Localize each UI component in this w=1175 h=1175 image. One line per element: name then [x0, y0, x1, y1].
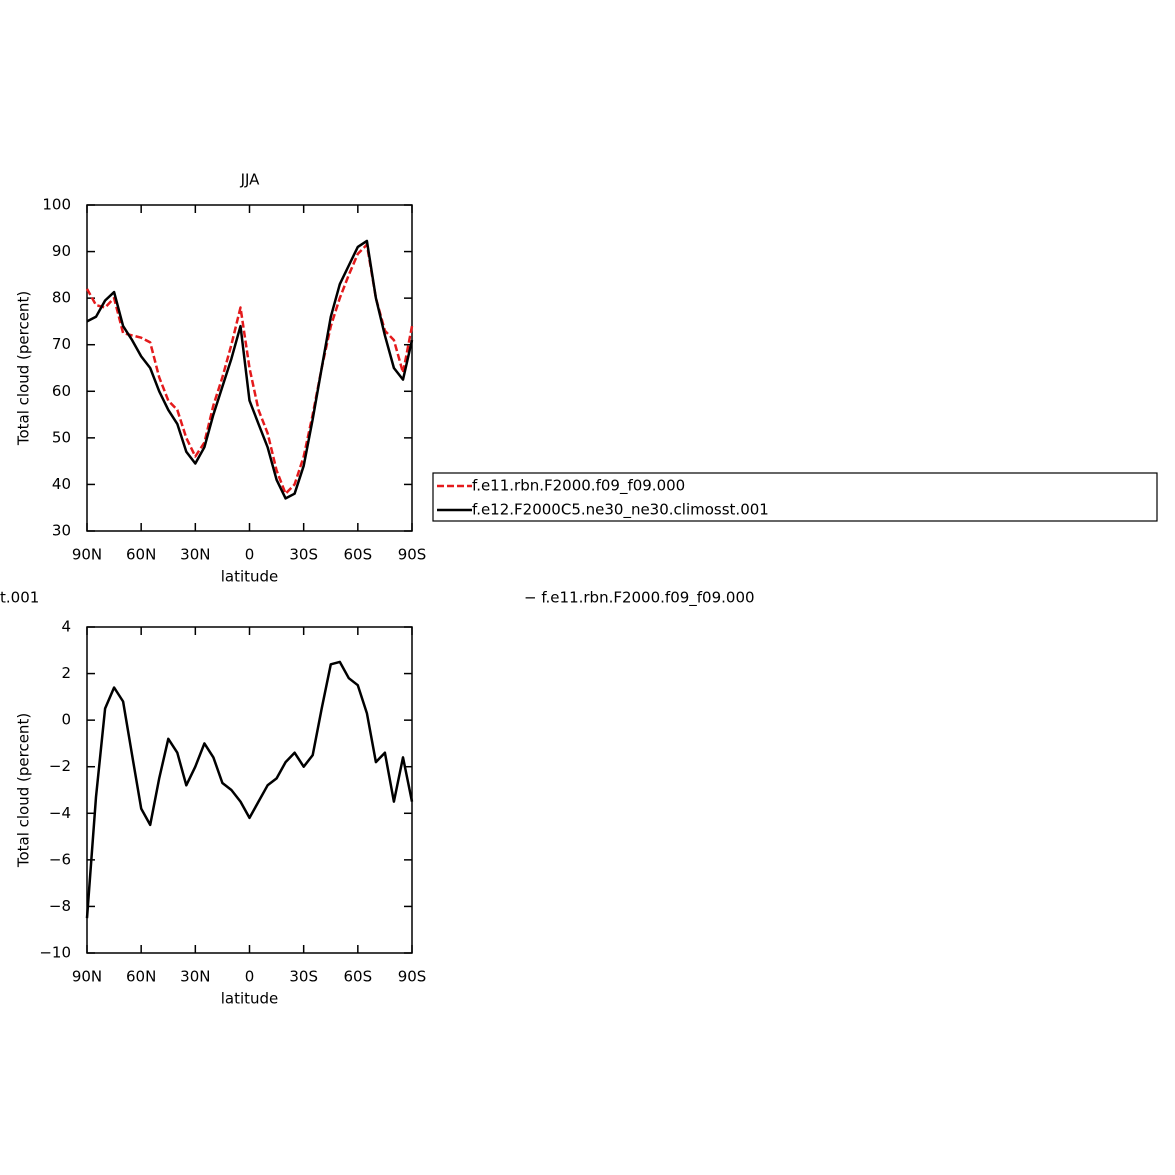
x-tick-label: 0 [245, 968, 255, 986]
y-tick-label: 30 [52, 522, 71, 540]
y-tick-label: 40 [52, 475, 71, 493]
x-tick-label: 90S [398, 546, 427, 564]
data-line [85, 243, 414, 495]
x-tick-label: 60N [126, 546, 156, 564]
x-tick-label: 90N [72, 968, 102, 986]
legend-label: f.e12.F2000C5.ne30_ne30.climosst.001 [472, 501, 769, 520]
y-tick-label: 0 [61, 711, 71, 729]
y-tick-label: 2 [61, 664, 71, 682]
legend-label: f.e11.rbn.F2000.f09_f09.000 [472, 477, 685, 496]
y-tick-label: −2 [49, 757, 71, 775]
y-tick-label: 100 [42, 196, 71, 214]
y-tick-label: −4 [49, 804, 71, 822]
y-tick-label: 90 [52, 242, 71, 260]
y-tick-label: 70 [52, 335, 71, 353]
y-axis-label: Total cloud (percent) [15, 291, 33, 446]
x-tick-label: 30S [289, 968, 318, 986]
y-tick-label: −8 [49, 897, 71, 915]
x-tick-label: 90S [398, 968, 427, 986]
x-tick-label: 30N [180, 968, 210, 986]
x-tick-label: 60N [126, 968, 156, 986]
y-tick-label: 80 [52, 289, 71, 307]
x-axis-label: latitude [221, 568, 279, 586]
chart-title: JJA [240, 171, 261, 189]
annotation: − f.e11.rbn.F2000.f09_f09.000 [524, 589, 755, 608]
y-tick-label: 50 [52, 428, 71, 446]
x-axis-label: latitude [221, 990, 279, 1008]
y-tick-label: −10 [39, 944, 71, 962]
x-tick-label: 60S [344, 968, 373, 986]
data-line [86, 239, 414, 500]
x-tick-label: 60S [344, 546, 373, 564]
x-tick-label: 30S [289, 546, 318, 564]
y-tick-label: 60 [52, 382, 71, 400]
y-tick-label: −6 [49, 850, 71, 868]
data-line [85, 660, 414, 919]
x-tick-label: 30N [180, 546, 210, 564]
y-tick-label: 4 [61, 618, 71, 636]
x-tick-label: 0 [245, 546, 255, 564]
y-axis-label: Total cloud (percent) [15, 713, 33, 868]
legend-box [432, 472, 1158, 522]
annotation: t.001 [0, 589, 39, 607]
x-tick-label: 90N [72, 546, 102, 564]
